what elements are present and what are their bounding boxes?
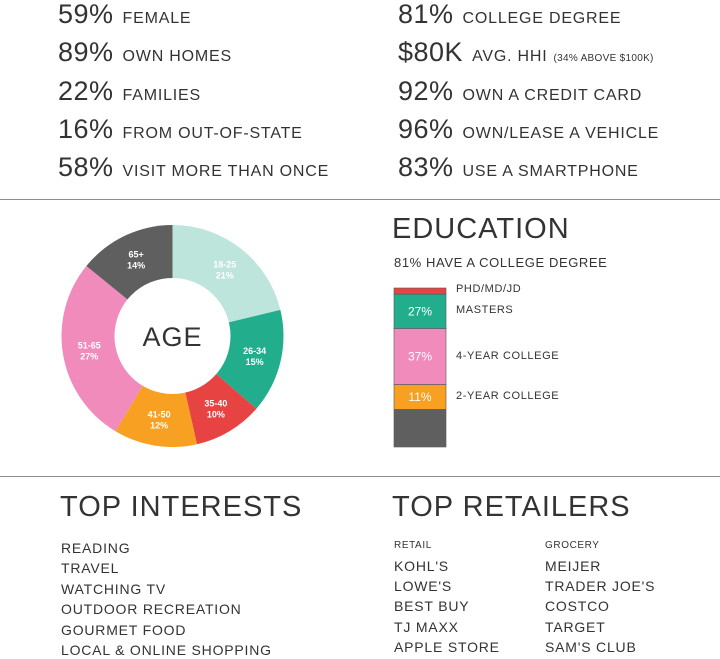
age-slice-value-label: 21% [216,271,234,281]
age-title: AGE [142,322,202,352]
retail-heading: RETAIL [394,540,432,551]
age-slice-value-label: 14% [127,261,145,271]
grocery-item: COSTCO [545,598,610,615]
stat-label: OWN A CREDIT CARD [462,87,643,104]
stat-value: 22% [58,76,114,106]
stat-value: 81% [398,0,454,29]
divider-top [0,199,720,200]
education-subtitle: 81% HAVE A COLLEGE DEGREE [394,255,608,270]
education-segment [393,287,447,295]
education-category-label: 2-YEAR COLLEGE [456,390,560,403]
stat-label: AVG. HHI [472,48,548,65]
education-stacked-bar: 27% 37% 11% [393,287,447,448]
stat-row: 58% VISIT MORE THAN ONCE [58,152,329,183]
education-category-label: MASTERS [456,304,514,317]
education-segment-value: 37% [408,350,432,364]
stat-row: $80K AVG. HHI (34% ABOVE $100K) [398,37,654,68]
stat-value: 92% [398,76,454,106]
grocery-item: MEIJER [545,558,602,574]
stat-row: 83% USE A SMARTPHONE [398,152,639,183]
stat-value: 16% [58,114,114,144]
education-category-label: 4-YEAR COLLEGE [456,349,560,362]
grocery-item: TARGET [545,618,606,635]
stat-label: OWN HOMES [122,48,232,65]
stat-label: COLLEGE DEGREE [462,10,622,27]
grocery-item: TRADER JOE'S [545,578,656,595]
age-slice-value-label: 12% [150,420,168,430]
age-slice-category-label: 35-40 [204,398,227,408]
stat-row: 81% COLLEGE DEGREE [398,0,621,30]
interest-item: WATCHING TV [61,580,166,597]
education-segment-value: 27% [408,304,432,318]
stat-value: 96% [398,114,454,144]
age-slice-value-label: 27% [80,352,98,362]
age-slice-category-label: 26-34 [243,346,266,356]
stat-value: 59% [58,0,114,29]
stat-label: VISIT MORE THAN ONCE [122,163,330,180]
stat-label: FAMILIES [122,87,201,104]
stat-label: USE A SMARTPHONE [462,163,639,180]
education-segment [393,409,447,448]
stat-row: 96% OWN/LEASE A VEHICLE [398,114,659,145]
retail-item: BEST BUY [394,598,470,615]
education-segment-value: 11% [408,390,431,404]
stat-value: 58% [58,152,114,182]
stat-label: FROM OUT-OF-STATE [122,125,303,142]
retail-item: TJ MAXX [394,618,459,635]
grocery-item: SAM'S CLUB [545,638,637,655]
interest-item: OUTDOOR RECREATION [61,601,242,618]
stat-row: 89% OWN HOMES [58,37,232,68]
interest-item: READING [61,540,131,556]
interest-item: LOCAL & ONLINE SHOPPING [61,642,272,658]
age-slice-value-label: 15% [246,357,264,367]
education-segment [393,293,447,329]
interest-item: GOURMET FOOD [61,621,187,638]
stat-row: 22% FAMILIES [58,76,201,107]
stat-value: $80K [398,37,464,67]
interests-title: TOP INTERESTS [60,491,303,523]
grocery-heading: GROCERY [545,540,600,551]
stat-label: FEMALE [122,10,192,27]
interest-item: TRAVEL [61,560,120,577]
divider-bottom [0,476,720,477]
stat-label: OWN/LEASE A VEHICLE [462,125,660,142]
stat-row: 16% FROM OUT-OF-STATE [58,114,303,145]
education-title: EDUCATION [392,213,570,245]
stat-value: 83% [398,152,454,182]
retail-item: LOWE'S [394,578,453,595]
retailers-title: TOP RETAILERS [392,491,631,523]
education-segment [393,384,447,410]
age-slice-value-label: 10% [207,409,225,419]
stat-row: 92% OWN A CREDIT CARD [398,76,642,107]
age-slice-category-label: 41-50 [148,409,171,419]
donut-hole [114,278,231,394]
education-category-label: PHD/MD/JD [456,283,522,296]
age-slice-category-label: 18-25 [213,260,236,270]
education-segment [393,328,447,385]
age-slice-category-label: 65+ [129,250,144,260]
stat-note: (34% ABOVE $100K) [553,53,654,64]
stat-value: 89% [58,37,114,67]
retail-item: APPLE STORE [394,638,500,655]
stat-row: 59% FEMALE [58,0,191,30]
retail-item: KOHL'S [394,558,449,574]
age-slice-category-label: 51-65 [78,341,101,351]
